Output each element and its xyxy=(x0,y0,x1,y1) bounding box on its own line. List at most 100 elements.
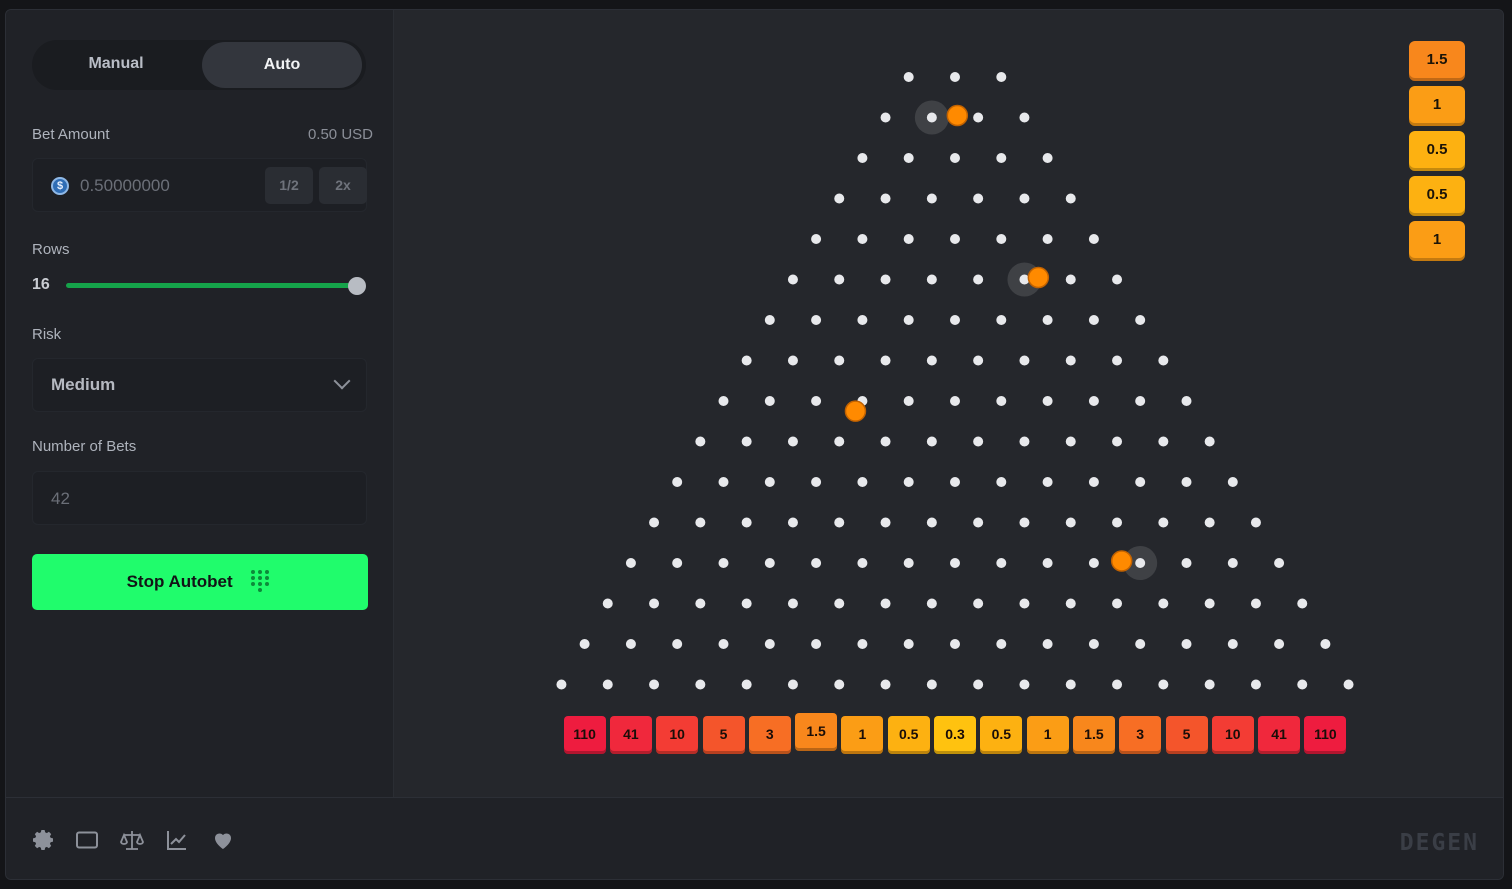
peg xyxy=(1274,558,1285,568)
peg xyxy=(903,72,914,82)
peg xyxy=(857,234,868,244)
fairness-scale-icon[interactable] xyxy=(120,828,144,852)
bet-amount-value: 0.50000000 xyxy=(80,176,170,195)
peg xyxy=(1042,477,1053,487)
peg xyxy=(718,477,729,487)
favorite-heart-icon[interactable] xyxy=(211,828,235,852)
auto-tab[interactable]: Auto xyxy=(202,42,362,88)
peg xyxy=(672,477,683,487)
peg xyxy=(1088,639,1099,649)
peg xyxy=(926,679,937,690)
peg xyxy=(1320,639,1331,649)
peg xyxy=(672,639,683,649)
multiplier-bucket: 1 xyxy=(841,716,884,754)
peg xyxy=(695,436,706,447)
peg xyxy=(1065,517,1076,528)
peg xyxy=(787,355,798,366)
peg xyxy=(1135,315,1146,325)
plinko-ball xyxy=(1027,266,1050,289)
risk-select[interactable]: Medium xyxy=(32,358,367,412)
peg xyxy=(1088,558,1099,568)
bet-amount-usd: 0.50 USD xyxy=(307,126,373,143)
peg xyxy=(996,72,1007,82)
peg xyxy=(880,355,891,366)
plinko-board: 110 41 10 5 3 1.5 1 0.5 0.3 0.5 1 1.5 3 5 10 41 110 1.5 1… xyxy=(394,10,1503,797)
peg xyxy=(579,639,590,649)
peg xyxy=(857,558,868,568)
peg xyxy=(880,193,891,204)
peg xyxy=(787,679,798,690)
peg xyxy=(1019,598,1030,609)
peg xyxy=(1065,598,1076,609)
risk-label: Risk xyxy=(32,326,62,343)
plinko-ball xyxy=(844,400,867,422)
peg xyxy=(1042,396,1053,406)
multiplier-bucket: 3 xyxy=(1119,716,1162,754)
chevron-down-icon xyxy=(333,372,351,390)
peg xyxy=(602,679,613,690)
manual-tab[interactable]: Manual xyxy=(88,55,144,72)
peg xyxy=(1019,355,1030,366)
peg xyxy=(787,598,798,609)
peg xyxy=(695,598,706,609)
stats-chart-icon[interactable] xyxy=(165,828,189,852)
peg xyxy=(857,153,868,163)
peg xyxy=(880,598,891,609)
peg xyxy=(1019,436,1030,447)
degen-logo: DEGEN xyxy=(1399,830,1479,856)
footer-bar: DEGEN xyxy=(6,797,1503,879)
multiplier-bucket: 10 xyxy=(1211,716,1254,754)
peg xyxy=(903,315,914,325)
peg xyxy=(1158,436,1169,447)
settings-icon[interactable] xyxy=(32,828,56,852)
peg xyxy=(857,477,868,487)
bet-sidebar: Manual Auto Bet Amount 0.50 USD $ 0.5000… xyxy=(6,10,394,797)
peg xyxy=(811,234,822,244)
theatre-mode-icon[interactable] xyxy=(75,828,99,852)
loading-dots-icon xyxy=(251,569,273,592)
plinko-ball xyxy=(1110,550,1133,572)
peg xyxy=(1112,274,1123,285)
number-of-bets-input[interactable]: 42 xyxy=(32,471,367,525)
multiplier-bucket: 5 xyxy=(1165,716,1208,754)
peg xyxy=(1204,436,1215,447)
bet-amount-field[interactable]: $ 0.50000000 1/2 2x xyxy=(32,158,367,212)
peg xyxy=(903,558,914,568)
half-bet-button[interactable]: 1/2 xyxy=(265,167,313,204)
peg xyxy=(1042,558,1053,568)
peg xyxy=(1181,639,1192,649)
rows-slider-thumb[interactable] xyxy=(348,277,366,295)
peg xyxy=(1112,355,1123,366)
peg xyxy=(903,396,914,406)
peg xyxy=(996,639,1007,649)
rows-slider-track[interactable] xyxy=(66,283,358,288)
peg xyxy=(1158,598,1169,609)
peg xyxy=(764,396,775,406)
peg xyxy=(1065,274,1076,285)
peg xyxy=(880,112,891,123)
peg xyxy=(1042,234,1053,244)
peg xyxy=(1227,477,1238,487)
peg xyxy=(811,558,822,568)
peg xyxy=(1065,436,1076,447)
double-bet-button[interactable]: 2x xyxy=(319,167,367,204)
peg xyxy=(1297,679,1308,690)
peg xyxy=(695,679,706,690)
peg xyxy=(1088,234,1099,244)
peg xyxy=(1019,274,1030,285)
peg xyxy=(1135,639,1146,649)
peg xyxy=(602,598,613,609)
peg xyxy=(1019,679,1030,690)
peg xyxy=(880,436,891,447)
usdc-coin-icon: $ xyxy=(51,177,69,195)
peg xyxy=(1065,355,1076,366)
stop-autobet-button[interactable]: Stop Autobet xyxy=(32,554,368,610)
peg xyxy=(1088,396,1099,406)
peg-field xyxy=(556,72,1354,690)
peg xyxy=(834,355,845,366)
peg xyxy=(1204,679,1215,690)
peg xyxy=(1181,558,1192,568)
peg xyxy=(950,234,960,244)
peg xyxy=(1135,477,1146,487)
peg xyxy=(973,517,984,528)
